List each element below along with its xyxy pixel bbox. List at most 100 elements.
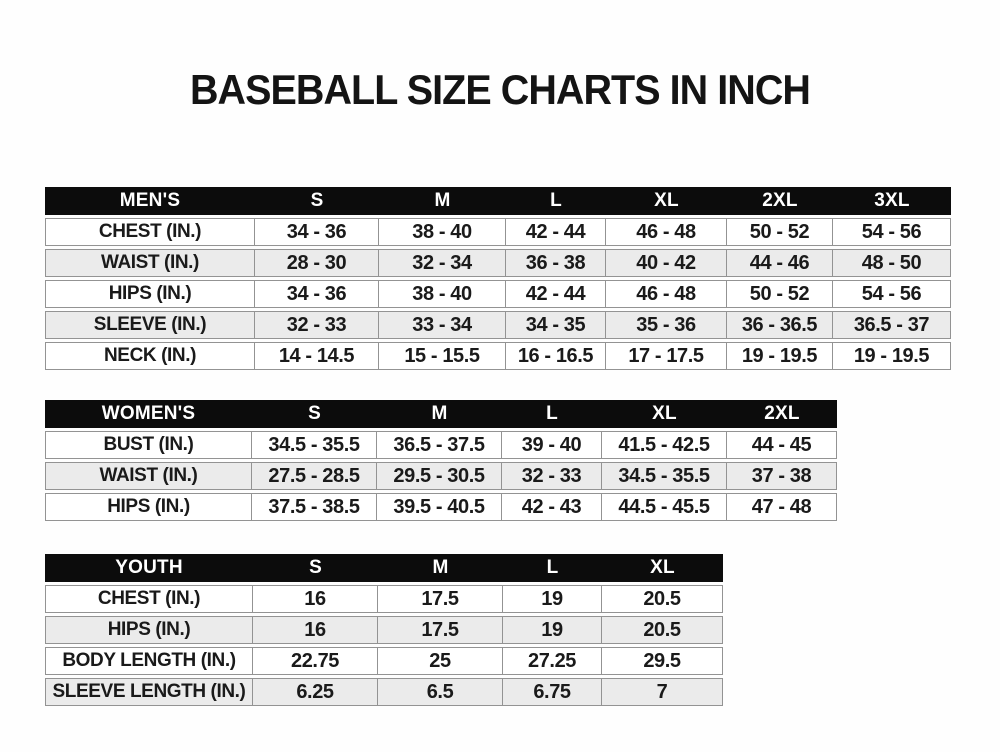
- youth-table-title: YOUTH: [45, 554, 253, 582]
- table-cell: 54 - 56: [833, 218, 951, 246]
- table-cell: 6.25: [253, 678, 378, 706]
- table-cell: 20.5: [602, 585, 723, 613]
- table-cell: 7: [602, 678, 723, 706]
- table-cell: 27.5 - 28.5: [252, 462, 377, 490]
- column-header: S: [253, 554, 378, 582]
- table-cell: 16: [253, 616, 378, 644]
- row-label: BUST (IN.): [45, 431, 252, 459]
- table-cell: 34 - 36: [255, 218, 379, 246]
- table-row: HIPS (IN.) 16 17.5 19 20.5: [45, 616, 723, 644]
- table-cell: 17.5: [378, 585, 503, 613]
- mens-table: MEN'S S M L XL 2XL 3XL CHEST (IN.) 34 - 36 38 - 4…: [45, 184, 951, 373]
- column-header: 2XL: [727, 187, 833, 215]
- mens-size-table: MEN'S S M L XL 2XL 3XL CHEST (IN.) 34 - 36 38 - 4…: [45, 184, 951, 373]
- table-cell: 19 - 19.5: [833, 342, 951, 370]
- table-cell: 32 - 34: [379, 249, 506, 277]
- page-title: BASEBALL SIZE CHARTS IN INCH: [189, 66, 811, 113]
- table-cell: 16: [253, 585, 378, 613]
- table-row: SLEEVE (IN.) 32 - 33 33 - 34 34 - 35 35 - 36…: [45, 311, 951, 339]
- table-cell: 6.75: [503, 678, 602, 706]
- row-label: BODY LENGTH (IN.): [45, 647, 253, 675]
- table-row: HIPS (IN.) 34 - 36 38 - 40 42 - 44 46 - 48 50…: [45, 280, 951, 308]
- mens-header-row: MEN'S S M L XL 2XL 3XL: [45, 187, 951, 215]
- table-cell: 17.5: [378, 616, 503, 644]
- row-label: CHEST (IN.): [45, 585, 253, 613]
- table-cell: 19: [503, 616, 602, 644]
- table-cell: 36.5 - 37: [833, 311, 951, 339]
- table-row: NECK (IN.) 14 - 14.5 15 - 15.5 16 - 16.5 17 …: [45, 342, 951, 370]
- table-cell: 19: [503, 585, 602, 613]
- table-cell: 46 - 48: [606, 280, 727, 308]
- row-label: HIPS (IN.): [45, 616, 253, 644]
- table-cell: 16 - 16.5: [506, 342, 606, 370]
- table-cell: 34.5 - 35.5: [602, 462, 727, 490]
- mens-table-title: MEN'S: [45, 187, 255, 215]
- table-cell: 48 - 50: [833, 249, 951, 277]
- table-cell: 33 - 34: [379, 311, 506, 339]
- table-cell: 44 - 46: [727, 249, 833, 277]
- row-label: HIPS (IN.): [45, 280, 255, 308]
- table-cell: 46 - 48: [606, 218, 727, 246]
- table-row: HIPS (IN.) 37.5 - 38.5 39.5 - 40.5 42 - 43 4…: [45, 493, 837, 521]
- table-cell: 36.5 - 37.5: [377, 431, 502, 459]
- column-header: 2XL: [727, 400, 837, 428]
- column-header: 3XL: [833, 187, 951, 215]
- table-cell: 50 - 52: [727, 218, 833, 246]
- table-cell: 42 - 43: [502, 493, 602, 521]
- table-cell: 38 - 40: [379, 280, 506, 308]
- womens-table: WOMEN'S S M L XL 2XL BUST (IN.) 34.5 - 35.5 36.5…: [45, 397, 837, 524]
- table-cell: 36 - 36.5: [727, 311, 833, 339]
- youth-size-table: YOUTH S M L XL CHEST (IN.) 16 17.5 19 20.5 HIPS (I…: [45, 551, 723, 709]
- table-row: SLEEVE LENGTH (IN.) 6.25 6.5 6.75 7: [45, 678, 723, 706]
- column-header: S: [252, 400, 377, 428]
- youth-table: YOUTH S M L XL CHEST (IN.) 16 17.5 19 20.5 HIPS (I…: [45, 551, 723, 709]
- table-row: BUST (IN.) 34.5 - 35.5 36.5 - 37.5 39 - 40 4…: [45, 431, 837, 459]
- row-label: SLEEVE (IN.): [45, 311, 255, 339]
- table-cell: 42 - 44: [506, 218, 606, 246]
- table-cell: 17 - 17.5: [606, 342, 727, 370]
- table-cell: 20.5: [602, 616, 723, 644]
- table-cell: 22.75: [253, 647, 378, 675]
- table-cell: 37.5 - 38.5: [252, 493, 377, 521]
- table-row: CHEST (IN.) 34 - 36 38 - 40 42 - 44 46 - 48 5…: [45, 218, 951, 246]
- table-cell: 42 - 44: [506, 280, 606, 308]
- table-cell: 44.5 - 45.5: [602, 493, 727, 521]
- table-cell: 34.5 - 35.5: [252, 431, 377, 459]
- table-cell: 44 - 45: [727, 431, 837, 459]
- column-header: XL: [602, 554, 723, 582]
- womens-table-title: WOMEN'S: [45, 400, 252, 428]
- table-cell: 40 - 42: [606, 249, 727, 277]
- table-cell: 27.25: [503, 647, 602, 675]
- table-cell: 39 - 40: [502, 431, 602, 459]
- womens-header-row: WOMEN'S S M L XL 2XL: [45, 400, 837, 428]
- table-cell: 35 - 36: [606, 311, 727, 339]
- column-header: XL: [606, 187, 727, 215]
- table-cell: 37 - 38: [727, 462, 837, 490]
- table-cell: 19 - 19.5: [727, 342, 833, 370]
- table-cell: 32 - 33: [255, 311, 379, 339]
- table-row: WAIST (IN.) 28 - 30 32 - 34 36 - 38 40 - 42 4…: [45, 249, 951, 277]
- womens-size-table: WOMEN'S S M L XL 2XL BUST (IN.) 34.5 - 35.5 36.5…: [45, 397, 837, 524]
- column-header: L: [502, 400, 602, 428]
- row-label: WAIST (IN.): [45, 462, 252, 490]
- table-row: BODY LENGTH (IN.) 22.75 25 27.25 29.5: [45, 647, 723, 675]
- column-header: M: [378, 554, 503, 582]
- table-row: WAIST (IN.) 27.5 - 28.5 29.5 - 30.5 32 - 33…: [45, 462, 837, 490]
- row-label: NECK (IN.): [45, 342, 255, 370]
- table-cell: 36 - 38: [506, 249, 606, 277]
- column-header: L: [506, 187, 606, 215]
- table-cell: 34 - 36: [255, 280, 379, 308]
- table-cell: 15 - 15.5: [379, 342, 506, 370]
- column-header: L: [503, 554, 602, 582]
- table-cell: 29.5: [602, 647, 723, 675]
- row-label: CHEST (IN.): [45, 218, 255, 246]
- table-cell: 41.5 - 42.5: [602, 431, 727, 459]
- table-cell: 29.5 - 30.5: [377, 462, 502, 490]
- row-label: SLEEVE LENGTH (IN.): [45, 678, 253, 706]
- column-header: S: [255, 187, 379, 215]
- table-cell: 14 - 14.5: [255, 342, 379, 370]
- row-label: HIPS (IN.): [45, 493, 252, 521]
- table-cell: 38 - 40: [379, 218, 506, 246]
- table-cell: 32 - 33: [502, 462, 602, 490]
